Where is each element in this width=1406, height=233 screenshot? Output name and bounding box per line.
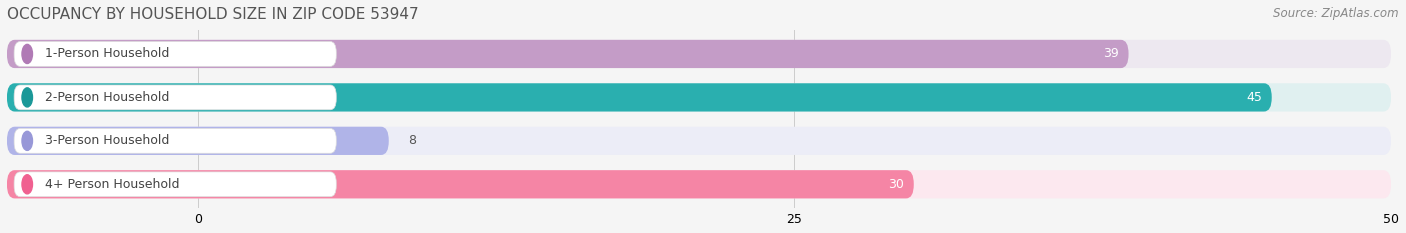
Text: OCCUPANCY BY HOUSEHOLD SIZE IN ZIP CODE 53947: OCCUPANCY BY HOUSEHOLD SIZE IN ZIP CODE … bbox=[7, 7, 419, 22]
Circle shape bbox=[22, 45, 32, 64]
FancyBboxPatch shape bbox=[14, 85, 336, 110]
Circle shape bbox=[22, 88, 32, 107]
Circle shape bbox=[22, 131, 32, 151]
FancyBboxPatch shape bbox=[7, 83, 1391, 112]
FancyBboxPatch shape bbox=[14, 128, 336, 153]
Text: 39: 39 bbox=[1104, 48, 1119, 60]
Text: 8: 8 bbox=[408, 134, 416, 147]
Text: 3-Person Household: 3-Person Household bbox=[45, 134, 170, 147]
Text: 2-Person Household: 2-Person Household bbox=[45, 91, 170, 104]
Text: 4+ Person Household: 4+ Person Household bbox=[45, 178, 180, 191]
FancyBboxPatch shape bbox=[7, 170, 914, 199]
Text: 1-Person Household: 1-Person Household bbox=[45, 48, 170, 60]
FancyBboxPatch shape bbox=[14, 41, 336, 66]
Text: 30: 30 bbox=[889, 178, 904, 191]
FancyBboxPatch shape bbox=[14, 172, 336, 197]
FancyBboxPatch shape bbox=[7, 127, 1391, 155]
FancyBboxPatch shape bbox=[7, 170, 1391, 199]
Text: Source: ZipAtlas.com: Source: ZipAtlas.com bbox=[1274, 7, 1399, 20]
FancyBboxPatch shape bbox=[7, 83, 1272, 112]
Text: 45: 45 bbox=[1246, 91, 1263, 104]
Circle shape bbox=[22, 175, 32, 194]
FancyBboxPatch shape bbox=[7, 127, 389, 155]
FancyBboxPatch shape bbox=[7, 40, 1391, 68]
FancyBboxPatch shape bbox=[7, 40, 1129, 68]
